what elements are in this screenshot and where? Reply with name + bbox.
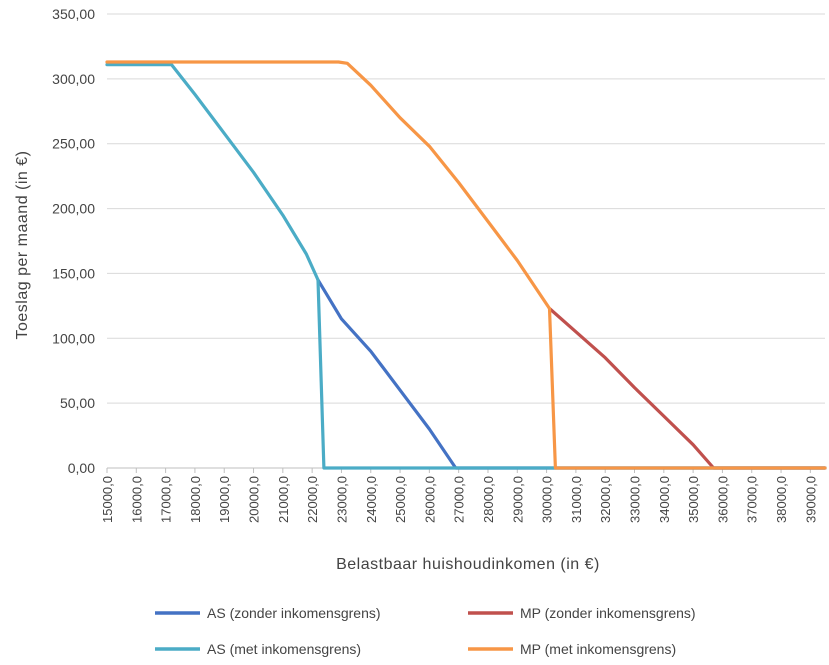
x-tick-label: 35000,0 bbox=[686, 476, 701, 523]
x-tick-label: 32000,0 bbox=[598, 476, 613, 523]
y-tick-label: 50,00 bbox=[60, 395, 95, 411]
x-tick-label: 31000,0 bbox=[569, 476, 584, 523]
x-axis-title: Belastbaar huishoudinkomen (in €) bbox=[336, 556, 600, 573]
legend: AS (zonder inkomensgrens) MP (zonder inko… bbox=[155, 605, 696, 657]
legend-entry: MP (met inkomensgrens) bbox=[468, 641, 676, 657]
y-tick-label: 250,00 bbox=[52, 136, 95, 152]
legend-entry: MP (zonder inkomensgrens) bbox=[468, 605, 696, 621]
x-tick-label: 17000,0 bbox=[159, 476, 174, 523]
x-tick-label: 28000,0 bbox=[481, 476, 496, 523]
x-tick-label: 25000,0 bbox=[393, 476, 408, 523]
x-tick-label: 39000,0 bbox=[803, 476, 818, 523]
series-line-4 bbox=[105, 60, 827, 470]
y-axis-tick-labels: 0,00 50,00 100,00 150,00 200,00 250,00 300,00 3… bbox=[52, 6, 95, 476]
gridlines bbox=[107, 13, 825, 469]
x-tick-label: 26000,0 bbox=[422, 476, 437, 523]
x-tick-label: 23000,0 bbox=[334, 476, 349, 523]
x-tick-label: 19000,0 bbox=[217, 476, 232, 523]
x-tick-label: 38000,0 bbox=[774, 476, 789, 523]
y-tick-label: 200,00 bbox=[52, 201, 95, 217]
legend-entry: AS (zonder inkomensgrens) bbox=[155, 605, 381, 621]
x-tick-label: 27000,0 bbox=[452, 476, 467, 523]
x-tick-label: 21000,0 bbox=[276, 476, 291, 523]
x-tick-label: 18000,0 bbox=[188, 476, 203, 523]
y-tick-label: 150,00 bbox=[52, 265, 95, 281]
x-axis-tick-labels: 15000,0 16000,0 17000,0 18000,0 19000,0 20000… bbox=[100, 468, 818, 523]
legend-label: AS (zonder inkomensgrens) bbox=[207, 605, 381, 621]
series-lines bbox=[105, 60, 827, 470]
y-tick-label: 350,00 bbox=[52, 6, 95, 22]
series-line-3 bbox=[105, 62, 827, 470]
series-line-2 bbox=[547, 306, 827, 470]
legend-label: AS (met inkomensgrens) bbox=[207, 641, 361, 657]
y-axis-title: Toeslag per maand (in €) bbox=[14, 151, 31, 340]
legend-entry: AS (met inkomensgrens) bbox=[155, 641, 361, 657]
legend-label: MP (zonder inkomensgrens) bbox=[520, 605, 696, 621]
x-tick-label: 24000,0 bbox=[364, 476, 379, 523]
x-tick-label: 33000,0 bbox=[628, 476, 643, 523]
legend-label: MP (met inkomensgrens) bbox=[520, 641, 676, 657]
x-tick-label: 30000,0 bbox=[540, 476, 555, 523]
x-tick-label: 37000,0 bbox=[745, 476, 760, 523]
x-tick-label: 29000,0 bbox=[510, 476, 525, 523]
x-tick-label: 16000,0 bbox=[129, 476, 144, 523]
x-tick-label: 20000,0 bbox=[247, 476, 262, 523]
x-tick-label: 15000,0 bbox=[100, 476, 115, 523]
series-line-1 bbox=[316, 278, 827, 470]
y-tick-label: 0,00 bbox=[68, 460, 95, 476]
y-tick-label: 100,00 bbox=[52, 330, 95, 346]
y-tick-label: 300,00 bbox=[52, 71, 95, 87]
x-tick-label: 34000,0 bbox=[657, 476, 672, 523]
x-tick-label: 36000,0 bbox=[715, 476, 730, 523]
x-tick-label: 22000,0 bbox=[305, 476, 320, 523]
